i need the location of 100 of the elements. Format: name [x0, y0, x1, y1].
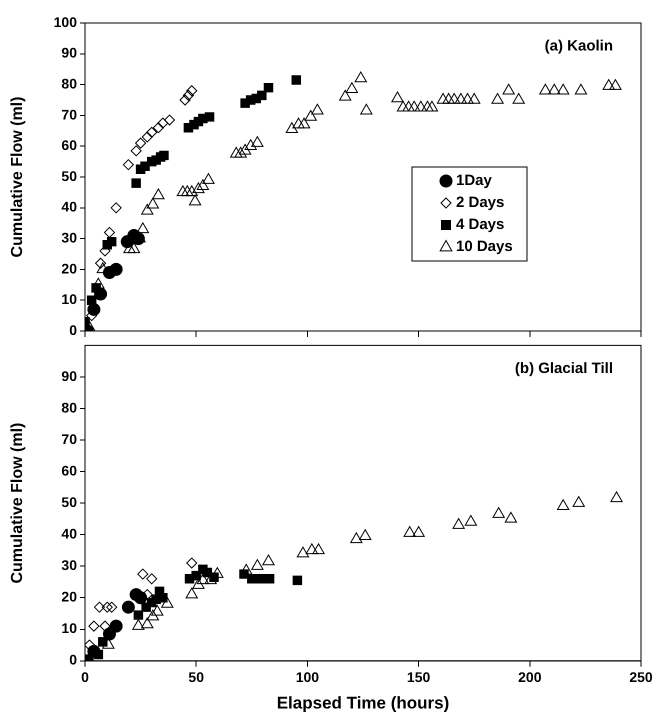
point — [609, 79, 622, 90]
point — [350, 532, 362, 544]
y-tick-label: 0 — [69, 652, 78, 668]
y-tick-label: 60 — [61, 137, 78, 154]
point — [110, 620, 123, 633]
point — [396, 100, 410, 112]
point — [106, 602, 118, 613]
x-axis-title: Elapsed Time (hours) — [276, 693, 450, 712]
y-tick-label: 20 — [61, 588, 78, 605]
point — [100, 620, 111, 632]
legend-label: 2 Days — [456, 194, 504, 212]
point — [296, 546, 310, 558]
point — [286, 122, 298, 134]
point — [196, 573, 209, 584]
point — [292, 576, 302, 586]
text: (a) Kaolin — [544, 38, 613, 55]
point — [492, 507, 505, 518]
point — [244, 139, 257, 150]
point — [142, 131, 153, 142]
y-tick-label: 40 — [61, 526, 78, 542]
point — [468, 93, 480, 104]
point — [135, 138, 146, 149]
point — [188, 194, 202, 206]
y-axis-title: Cumulative Flow (ml) — [9, 96, 26, 258]
point — [110, 202, 122, 214]
y-tick-label: 100 — [54, 14, 78, 30]
point — [130, 145, 142, 156]
point — [264, 574, 274, 584]
point — [461, 93, 474, 104]
point — [247, 574, 257, 584]
point — [448, 93, 460, 104]
point — [610, 491, 623, 502]
point — [106, 236, 116, 246]
x-tick-label: 100 — [296, 669, 320, 686]
point — [230, 146, 242, 158]
y-tick-label: 90 — [61, 44, 78, 61]
y-tick-label: 0 — [69, 322, 78, 338]
point — [122, 600, 135, 614]
y-tick-label: 60 — [61, 462, 78, 478]
point — [264, 82, 274, 92]
point — [159, 150, 169, 160]
point — [404, 526, 416, 537]
point — [421, 100, 434, 112]
point — [292, 118, 305, 128]
point — [161, 597, 174, 608]
point — [186, 558, 198, 569]
point — [339, 90, 352, 101]
point — [346, 82, 358, 93]
y-tick-label: 90 — [61, 368, 78, 384]
point — [122, 159, 134, 170]
point — [452, 518, 465, 529]
point — [292, 75, 302, 85]
y-tick-label: 50 — [61, 168, 78, 184]
point — [98, 637, 108, 647]
y-tick-label: 80 — [61, 399, 78, 416]
point — [491, 93, 504, 104]
point — [557, 84, 570, 95]
point — [504, 512, 518, 523]
point — [251, 559, 264, 570]
y-tick-label: 10 — [61, 291, 78, 308]
point — [454, 93, 467, 104]
point — [186, 588, 198, 598]
point — [94, 602, 105, 613]
point — [408, 100, 420, 112]
point — [202, 173, 215, 184]
point — [442, 93, 455, 104]
point — [146, 198, 159, 208]
point — [312, 543, 325, 554]
point — [539, 84, 552, 95]
point — [602, 79, 615, 90]
point — [180, 94, 191, 106]
point — [311, 104, 324, 115]
point — [359, 529, 372, 540]
legend-label: 1Day — [456, 172, 493, 190]
point — [131, 178, 141, 188]
point — [572, 496, 585, 507]
text: (b) Glacial Till — [514, 360, 613, 378]
point — [464, 515, 477, 526]
point — [306, 543, 318, 554]
x-tick-label: 50 — [188, 669, 204, 686]
y-tick-label: 70 — [61, 106, 78, 122]
point — [436, 93, 450, 104]
point — [502, 84, 515, 95]
x-tick-label: 250 — [629, 669, 653, 686]
point — [204, 112, 214, 122]
point — [134, 610, 144, 620]
x-tick-label: 150 — [406, 669, 430, 686]
point — [360, 104, 372, 115]
point — [157, 118, 168, 129]
point — [136, 222, 149, 234]
point — [110, 262, 123, 276]
point — [426, 100, 438, 112]
point — [86, 295, 96, 305]
point — [182, 90, 194, 101]
point — [574, 84, 588, 95]
y-tick-label: 30 — [61, 557, 78, 574]
legend-label: 10 Days — [456, 238, 513, 256]
point — [137, 568, 148, 580]
point — [391, 91, 404, 102]
point — [88, 620, 100, 632]
